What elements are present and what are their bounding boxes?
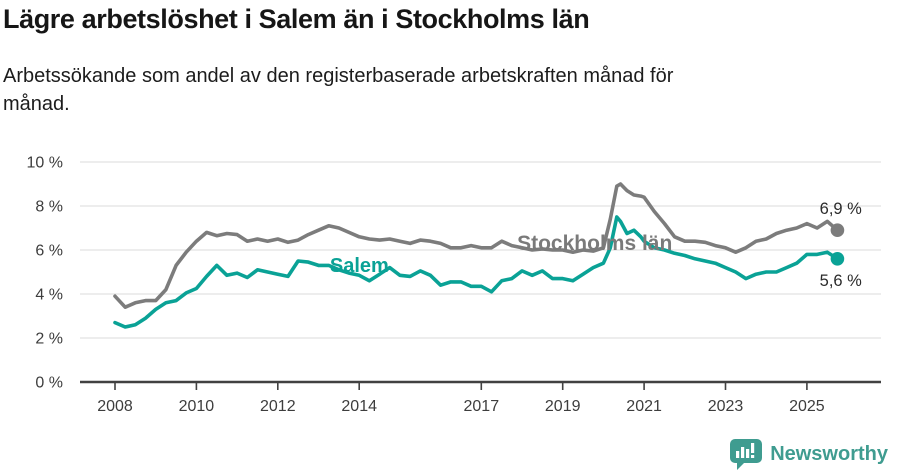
- x-tick-label-2017: 2017: [464, 398, 500, 415]
- x-tick-label-2014: 2014: [341, 398, 377, 415]
- annotation-1: Salem: [330, 255, 389, 277]
- annotation-2: 6,9 %: [820, 200, 863, 218]
- annotation-0: Stockholms län: [517, 232, 672, 255]
- series-line-stockholms-l-n: [113, 182, 840, 309]
- series-line-salem: [113, 215, 840, 329]
- y-tick-label-2: 2 %: [35, 331, 63, 348]
- series-end-dot-salem: [830, 252, 845, 266]
- x-tick-label-2008: 2008: [97, 398, 133, 415]
- brand-name: Newsworthy: [770, 442, 888, 465]
- bar-chart-glyph-bar3: [746, 449, 750, 458]
- line-chart: 0 % 2 % 4 % 6 % 8 % 10 % 2008 2010 2012 2014 2017 2…: [27, 155, 881, 415]
- series-end-dot-stockholms-l-n: [830, 223, 845, 237]
- y-tick-label-0: 0 %: [35, 375, 63, 392]
- page-title: Lägre arbetslöshet i Salem än i Stockhol…: [3, 4, 590, 34]
- x-tick-label-2023: 2023: [708, 398, 744, 415]
- page-subtitle-line2: månad.: [3, 93, 70, 115]
- exclamation-dot-glyph: [751, 455, 755, 458]
- bar-chart-glyph-bar2: [741, 447, 745, 458]
- brand-logo: Newsworthy: [729, 438, 888, 470]
- y-tick-label-8: 8 %: [35, 199, 63, 216]
- annotation-3: 5,6 %: [820, 272, 863, 290]
- x-tick-label-2019: 2019: [545, 398, 581, 415]
- x-tick-label-2025: 2025: [789, 398, 825, 415]
- newsworthy-speech-bubble-icon: [730, 439, 763, 470]
- page-subtitle-line1: Arbetssökande som andel av den registerb…: [3, 65, 674, 87]
- x-tick-label-2010: 2010: [179, 398, 215, 415]
- x-tick-label-2021: 2021: [626, 398, 662, 415]
- bar-chart-glyph-bar1: [736, 451, 740, 458]
- y-tick-label-6: 6 %: [35, 243, 63, 260]
- page-subtitle: Arbetssökande som andel av den registerb…: [3, 62, 673, 118]
- y-tick-label-4: 4 %: [35, 287, 63, 304]
- x-tick-label-2012: 2012: [260, 398, 296, 415]
- exclamation-mark-glyph: [751, 443, 755, 453]
- y-tick-label-10: 10 %: [27, 155, 63, 172]
